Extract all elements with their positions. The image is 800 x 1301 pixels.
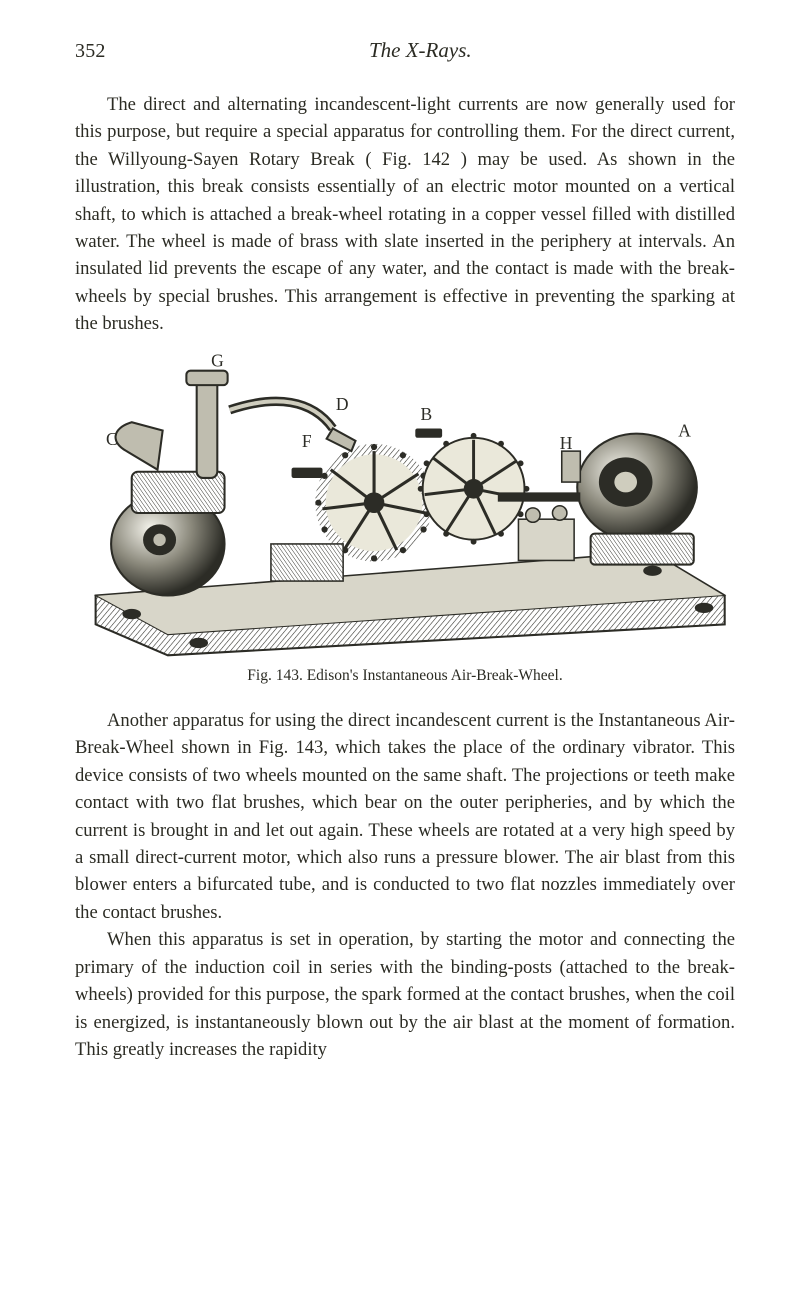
figure-143: G C D F B H A (75, 348, 735, 657)
paragraph-2: Another apparatus for using the direct i… (75, 707, 735, 926)
break-wheel-right (418, 433, 530, 545)
figure-labels: G C D F B H A (106, 350, 691, 453)
page-header: 352 The X-Rays. (75, 38, 735, 63)
figure-label-f: F (302, 431, 312, 451)
bearing-block (271, 544, 343, 581)
foot (189, 637, 208, 647)
figure-label-b: B (420, 404, 432, 424)
figure-label-c: C (106, 429, 118, 449)
nozzle-d (327, 428, 356, 451)
figure-label-g: G (211, 350, 224, 370)
page: 352 The X-Rays. The direct and alternati… (0, 0, 800, 1301)
foot (643, 565, 662, 575)
page-number: 352 (75, 40, 106, 63)
brush-f (292, 467, 323, 477)
foot (695, 602, 714, 612)
figure-caption: Fig. 143. Edison's Instantaneous Air-Bre… (75, 667, 735, 685)
paragraph-3: When this apparatus is set in operation,… (75, 926, 735, 1063)
figure-label-h: H (560, 433, 573, 453)
paragraph-1: The direct and alternating incandescent-… (75, 91, 735, 338)
running-title: The X-Rays. (106, 38, 735, 63)
figure-label-d: D (336, 394, 349, 414)
foot (122, 609, 141, 619)
edison-air-break-wheel-engraving: G C D F B H A (75, 348, 735, 657)
binding-posts (518, 505, 574, 560)
figure-label-a: A (678, 420, 691, 440)
brush-b (415, 428, 442, 437)
